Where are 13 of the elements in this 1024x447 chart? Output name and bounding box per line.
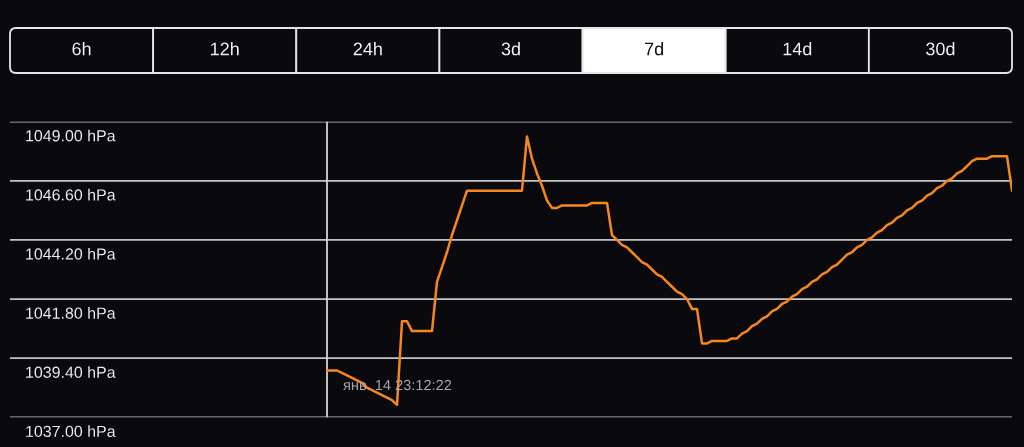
category-label: 12h — [211, 42, 239, 56]
y-tick-label: 1037.00 hPa — [26, 425, 116, 438]
category-label: 6h — [72, 42, 91, 56]
y-tick-label: 1044.20 hPa — [26, 247, 116, 260]
category-label: 14d — [783, 42, 812, 56]
category-label: 30d — [926, 42, 955, 56]
category-label: 7d — [645, 42, 664, 56]
category-label: 24h — [353, 42, 382, 56]
y-tick-label: 1049.00 hPa — [26, 129, 116, 142]
y-tick-label: 1046.60 hPa — [26, 188, 116, 201]
y-tick-label: 1041.80 hPa — [26, 307, 116, 319]
y-tick-label: 1039.40 hPa — [26, 366, 116, 378]
category-label: 3d — [501, 42, 520, 56]
